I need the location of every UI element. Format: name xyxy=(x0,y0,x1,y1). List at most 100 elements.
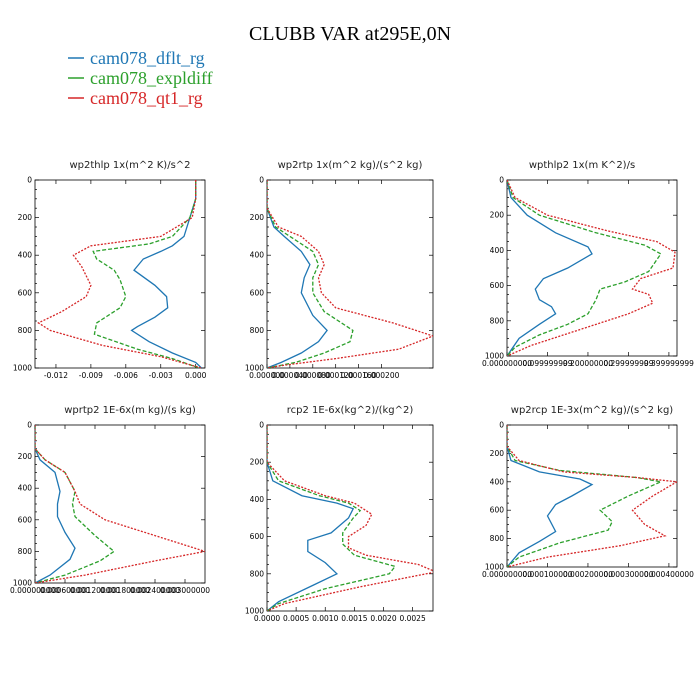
x-tick-label: 0.000080 xyxy=(295,371,331,380)
x-tick-label: 0.002400000 xyxy=(130,586,180,595)
plot-frame xyxy=(34,179,206,369)
panel-title: wp2rtp 1x(m^2 kg)/(s^2 kg) xyxy=(278,160,423,171)
series-line-cam078_dflt_rg xyxy=(35,425,76,583)
y-tick-label: 200 xyxy=(250,213,265,222)
series-line-cam078_expldiff xyxy=(35,425,116,583)
x-tick-label: 0.000040 xyxy=(272,371,308,380)
figure-title: CLUBB VAR at295E,0N xyxy=(249,23,451,45)
y-tick-label: 800 xyxy=(250,569,265,578)
y-tick-label: 800 xyxy=(18,547,33,556)
y-tick-label: 400 xyxy=(250,251,265,260)
y-tick-label: 1000 xyxy=(13,579,32,588)
x-tick-label: 0.000200 xyxy=(364,371,400,380)
series-line-cam078_qt1_rg xyxy=(507,425,677,567)
panel-title: wpthlp2 1x(m K^2)/s xyxy=(529,160,635,171)
y-tick-label: 0 xyxy=(499,176,504,185)
legend: cam078_dflt_rg cam078_expldiff cam078_qt… xyxy=(68,48,213,108)
y-tick-label: 600 xyxy=(250,288,265,297)
panel-title: wp2rcp 1E-3x(m^2 kg)/(s^2 kg) xyxy=(511,405,674,416)
legend-label-expldiff: cam078_expldiff xyxy=(90,68,213,88)
legend-label-dflt: cam078_dflt_rg xyxy=(90,48,205,68)
x-tick-label: 0.000000000 xyxy=(482,570,532,579)
y-tick-label: 1000 xyxy=(245,364,264,373)
x-tick-label: 0.0020 xyxy=(370,614,396,623)
y-tick-label: 200 xyxy=(490,449,505,458)
x-tick-label: 0.000000 xyxy=(249,371,285,380)
y-tick-label: 800 xyxy=(250,326,265,335)
y-tick-label: 0 xyxy=(259,421,264,430)
y-tick-label: 600 xyxy=(490,281,505,290)
x-tick-label: -0.009 xyxy=(79,371,103,380)
series-line-cam078_expldiff xyxy=(92,180,200,368)
x-tick-label: 0.299999999 xyxy=(603,359,653,368)
y-tick-label: 400 xyxy=(490,477,505,486)
legend-label-qt1: cam078_qt1_rg xyxy=(90,88,203,108)
panel-5: rcp2 1E-6x(kg^2)/(kg^2) 0 200 400 600 800 1000… xyxy=(245,405,434,623)
y-tick-label: 600 xyxy=(250,532,265,541)
x-tick-label: 0.001800000 xyxy=(100,586,150,595)
series-line-cam078_expldiff xyxy=(507,180,662,356)
x-tick-label: 0.000400000 xyxy=(644,570,694,579)
series-line-cam078_dflt_rg xyxy=(130,180,202,368)
x-tick-label: 0.200000000 xyxy=(563,359,613,368)
y-tick-label: 600 xyxy=(18,515,33,524)
y-tick-label: 200 xyxy=(250,458,265,467)
y-tick-label: 800 xyxy=(490,534,505,543)
x-tick-label: -0.006 xyxy=(114,371,138,380)
panels: wp2thlp 1x(m^2 K)/s^2 0 200 400 600 800 1000 -0… xyxy=(10,160,694,623)
series-line-cam078_dflt_rg xyxy=(507,425,594,567)
y-tick-label: 1000 xyxy=(485,563,504,572)
y-tick-label: 1000 xyxy=(13,364,32,373)
series-line-cam078_qt1_rg xyxy=(507,180,676,356)
panel-title: rcp2 1E-6x(kg^2)/(kg^2) xyxy=(287,405,414,416)
x-tick-label: 0.0010 xyxy=(312,614,338,623)
x-tick-label: -0.003 xyxy=(149,371,173,380)
series-line-cam078_dflt_rg xyxy=(267,180,328,368)
panel-1: wp2thlp 1x(m^2 K)/s^2 0 200 400 600 800 1000 -0… xyxy=(13,160,207,380)
series-line-cam078_dflt_rg xyxy=(507,180,593,356)
x-tick-label: 0.000100000 xyxy=(522,570,572,579)
series-line-cam078_expldiff xyxy=(267,180,354,368)
x-tick-label: 0.0025 xyxy=(399,614,425,623)
x-tick-label: 0.000 xyxy=(185,371,207,380)
y-tick-label: 200 xyxy=(18,213,33,222)
panel-title: wp2thlp 1x(m^2 K)/s^2 xyxy=(69,160,190,171)
panel-2: wp2rtp 1x(m^2 kg)/(s^2 kg) 0 200 400 600 800 1… xyxy=(245,160,434,380)
x-tick-label: 0.0015 xyxy=(341,614,367,623)
x-tick-label: 0.0000 xyxy=(254,614,280,623)
x-tick-label: 0.399999999 xyxy=(644,359,694,368)
x-tick-label: 0.000200000 xyxy=(563,570,613,579)
x-tick-label: 0.000120 xyxy=(318,371,354,380)
y-tick-label: 400 xyxy=(490,246,505,255)
series-line-cam078_dflt_rg xyxy=(267,425,355,611)
y-tick-label: 1000 xyxy=(245,607,264,616)
plot-frame xyxy=(266,179,434,369)
x-tick-label: 0.099999999 xyxy=(522,359,572,368)
series-line-cam078_qt1_rg xyxy=(35,425,205,583)
y-tick-label: 1000 xyxy=(485,352,504,361)
x-tick-label: 0.003000000 xyxy=(160,586,210,595)
x-tick-label: 0.000300000 xyxy=(603,570,653,579)
panel-title: wprtp2 1E-6x(m kg)/(s kg) xyxy=(64,405,196,416)
y-tick-label: 0 xyxy=(27,421,32,430)
y-tick-label: 400 xyxy=(18,251,33,260)
x-tick-label: 0.000000000 xyxy=(10,586,60,595)
x-tick-label: -0.012 xyxy=(44,371,68,380)
series-line-cam078_qt1_rg xyxy=(37,180,202,368)
y-tick-label: 0 xyxy=(499,421,504,430)
y-tick-label: 0 xyxy=(259,176,264,185)
panel-6: wp2rcp 1E-3x(m^2 kg)/(s^2 kg) 0 200 400 600 8… xyxy=(482,405,694,579)
y-tick-label: 600 xyxy=(18,288,33,297)
y-tick-label: 800 xyxy=(18,326,33,335)
x-tick-label: 0.0005 xyxy=(283,614,309,623)
y-tick-label: 0 xyxy=(27,176,32,185)
series-line-cam078_expldiff xyxy=(267,425,397,611)
y-tick-label: 400 xyxy=(18,484,33,493)
x-tick-label: 0.000160 xyxy=(341,371,377,380)
x-tick-label: 0.001200000 xyxy=(70,586,120,595)
series-line-cam078_qt1_rg xyxy=(267,180,433,368)
panel-4: wprtp2 1E-6x(m kg)/(s kg) 0 200 400 600 800 10… xyxy=(10,405,210,595)
y-tick-label: 800 xyxy=(490,316,505,325)
x-tick-label: 0.000000000 xyxy=(482,359,532,368)
